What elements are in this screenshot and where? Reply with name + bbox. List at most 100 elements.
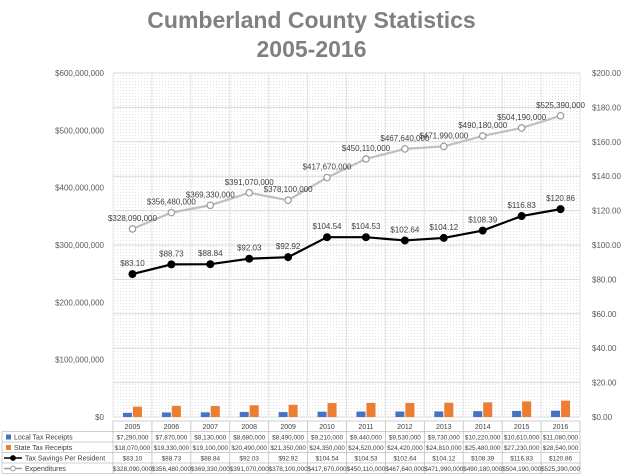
point-label-expenditures: $369,330,000 <box>186 190 235 199</box>
table-cell: $24,810,000 <box>426 445 462 452</box>
table-cell: $467,640,000 <box>385 466 425 473</box>
left-axis: $0 $100,000,000 $200,000,000 $300,000,000 $4… <box>55 69 104 422</box>
point-label-expenditures: $378,100,000 <box>264 185 313 194</box>
point-label-tax-savings-per-resident: $116.83 <box>507 201 536 210</box>
table-cell: $19,100,000 <box>193 445 229 452</box>
table-cell: $24,520,000 <box>348 445 384 452</box>
category-label: 2014 <box>475 424 491 431</box>
table-cell: $9,730,000 <box>428 435 460 442</box>
category-label: 2015 <box>514 424 530 431</box>
legend-label-expenditures: Expenditures <box>25 466 66 473</box>
line-series <box>128 111 565 279</box>
table-cell: $8,490,000 <box>272 435 304 442</box>
bar-state-tax-receipts <box>561 400 571 417</box>
table-cell: $471,990,000 <box>424 466 464 473</box>
bar-local-tax-receipts <box>317 411 327 417</box>
point-tax-savings-per-resident <box>128 270 137 279</box>
point-label-expenditures: $467,640,000 <box>380 134 429 143</box>
table-cell: $28,540,000 <box>543 445 579 452</box>
legend-marker-expenditures <box>10 465 16 472</box>
point-label-expenditures: $490,180,000 <box>458 121 507 130</box>
category-label: 2006 <box>164 424 180 431</box>
bar-state-tax-receipts <box>171 405 181 417</box>
legend-label-local-tax-receipts: Local Tax Receipts <box>14 435 73 442</box>
bar-state-tax-receipts <box>366 402 376 417</box>
point-expenditures <box>362 155 370 163</box>
right-axis: $0.00 $20.00 $40.00 $60.00 $80.00 $100.00 $120… <box>592 69 621 422</box>
point-expenditures <box>206 201 215 210</box>
table-cell: $10,610,000 <box>504 435 540 442</box>
point-label-tax-savings-per-resident: $88.73 <box>159 249 184 258</box>
point-label-expenditures: $450,110,000 <box>342 144 391 153</box>
legend-label-tax-savings-per-resident: Tax Savings Per Resident <box>25 456 105 463</box>
line-tax-savings-per-resident <box>132 208 561 276</box>
point-labels: $83.10 $88.73 $88.84 $92.03 $92.92 $104.54 $10… <box>108 101 586 268</box>
left-tick-label: $500,000,000 <box>55 126 104 135</box>
point-expenditures <box>401 145 409 153</box>
table-cell: $525,390,000 <box>541 466 581 473</box>
left-tick-label: $0 <box>95 413 104 422</box>
table-cell: $450,110,000 <box>347 466 386 473</box>
point-label-expenditures: $525,390,000 <box>536 101 585 110</box>
chart-title-line2: 2005-2016 <box>256 36 367 62</box>
point-label-tax-savings-per-resident: $83.10 <box>120 259 145 268</box>
table-cell: $9,440,000 <box>350 435 382 442</box>
table-cell: $104.12 <box>432 456 456 463</box>
table-cell: $21,350,000 <box>270 445 306 452</box>
left-tick-label: $400,000,000 <box>55 184 104 193</box>
bar-state-tax-receipts <box>132 406 142 417</box>
right-tick-label: $120.00 <box>592 207 621 216</box>
bar-local-tax-receipts <box>239 412 249 417</box>
point-expenditures <box>245 188 254 197</box>
point-tax-savings-per-resident <box>245 254 254 263</box>
table-cell: $9,210,000 <box>311 435 343 442</box>
table-cell: $104.53 <box>354 456 378 463</box>
bar-local-tax-receipts <box>434 411 444 417</box>
bar-state-tax-receipts <box>522 401 532 417</box>
category-label: 2008 <box>241 424 257 431</box>
left-tick-label: $200,000,000 <box>55 298 104 307</box>
bar-state-tax-receipts <box>288 404 298 417</box>
left-tick-label: $100,000,000 <box>55 356 104 365</box>
data-table: 2005 2006 2007 2008 2009 2010 2011 2012 2013 2014… <box>1 420 581 474</box>
gridlines <box>112 72 581 418</box>
point-expenditures <box>284 196 292 205</box>
table-cell: $25,480,000 <box>465 445 501 452</box>
legend-marker-tax-savings-per-resident <box>10 455 16 461</box>
point-tax-savings-per-resident <box>167 260 176 269</box>
point-expenditures <box>517 124 526 132</box>
table-cell: $20,490,000 <box>231 445 267 452</box>
point-label-tax-savings-per-resident: $104.12 <box>429 223 458 232</box>
legend-key-local-tax-receipts <box>6 434 11 440</box>
table-cell: $27,230,000 <box>504 445 540 452</box>
left-tick-label: $600,000,000 <box>55 69 104 78</box>
point-label-expenditures: $417,670,000 <box>303 163 352 172</box>
category-label: 2010 <box>319 424 335 431</box>
table-cell: $417,670,000 <box>307 466 347 473</box>
table-cell: $24,420,000 <box>387 445 423 452</box>
point-label-expenditures: $328,090,000 <box>108 214 157 223</box>
bar-local-tax-receipts <box>512 410 522 417</box>
point-label-tax-savings-per-resident: $120.86 <box>546 194 575 203</box>
point-tax-savings-per-resident <box>361 233 370 242</box>
table-cell: $356,480,000 <box>152 466 192 473</box>
point-expenditures <box>478 132 487 140</box>
point-expenditures <box>556 111 565 120</box>
legend-label-state-tax-receipts: State Tax Receipts <box>14 445 73 452</box>
bar-state-tax-receipts <box>249 405 259 417</box>
bar-local-tax-receipts <box>356 411 366 417</box>
table-cell: $83.10 <box>123 456 143 463</box>
table-cell: $19,330,000 <box>154 445 190 452</box>
right-tick-label: $60.00 <box>592 310 617 319</box>
right-tick-label: $0.00 <box>592 413 613 422</box>
point-label-tax-savings-per-resident: $102.64 <box>390 225 419 234</box>
bar-local-tax-receipts <box>200 412 210 417</box>
bar-local-tax-receipts <box>395 411 405 417</box>
bar-state-tax-receipts <box>444 402 454 417</box>
point-expenditures <box>323 173 331 182</box>
point-label-tax-savings-per-resident: $88.84 <box>198 249 223 258</box>
point-label-expenditures: $504,190,000 <box>497 113 546 122</box>
right-tick-label: $80.00 <box>592 275 617 284</box>
point-tax-savings-per-resident <box>556 205 565 214</box>
